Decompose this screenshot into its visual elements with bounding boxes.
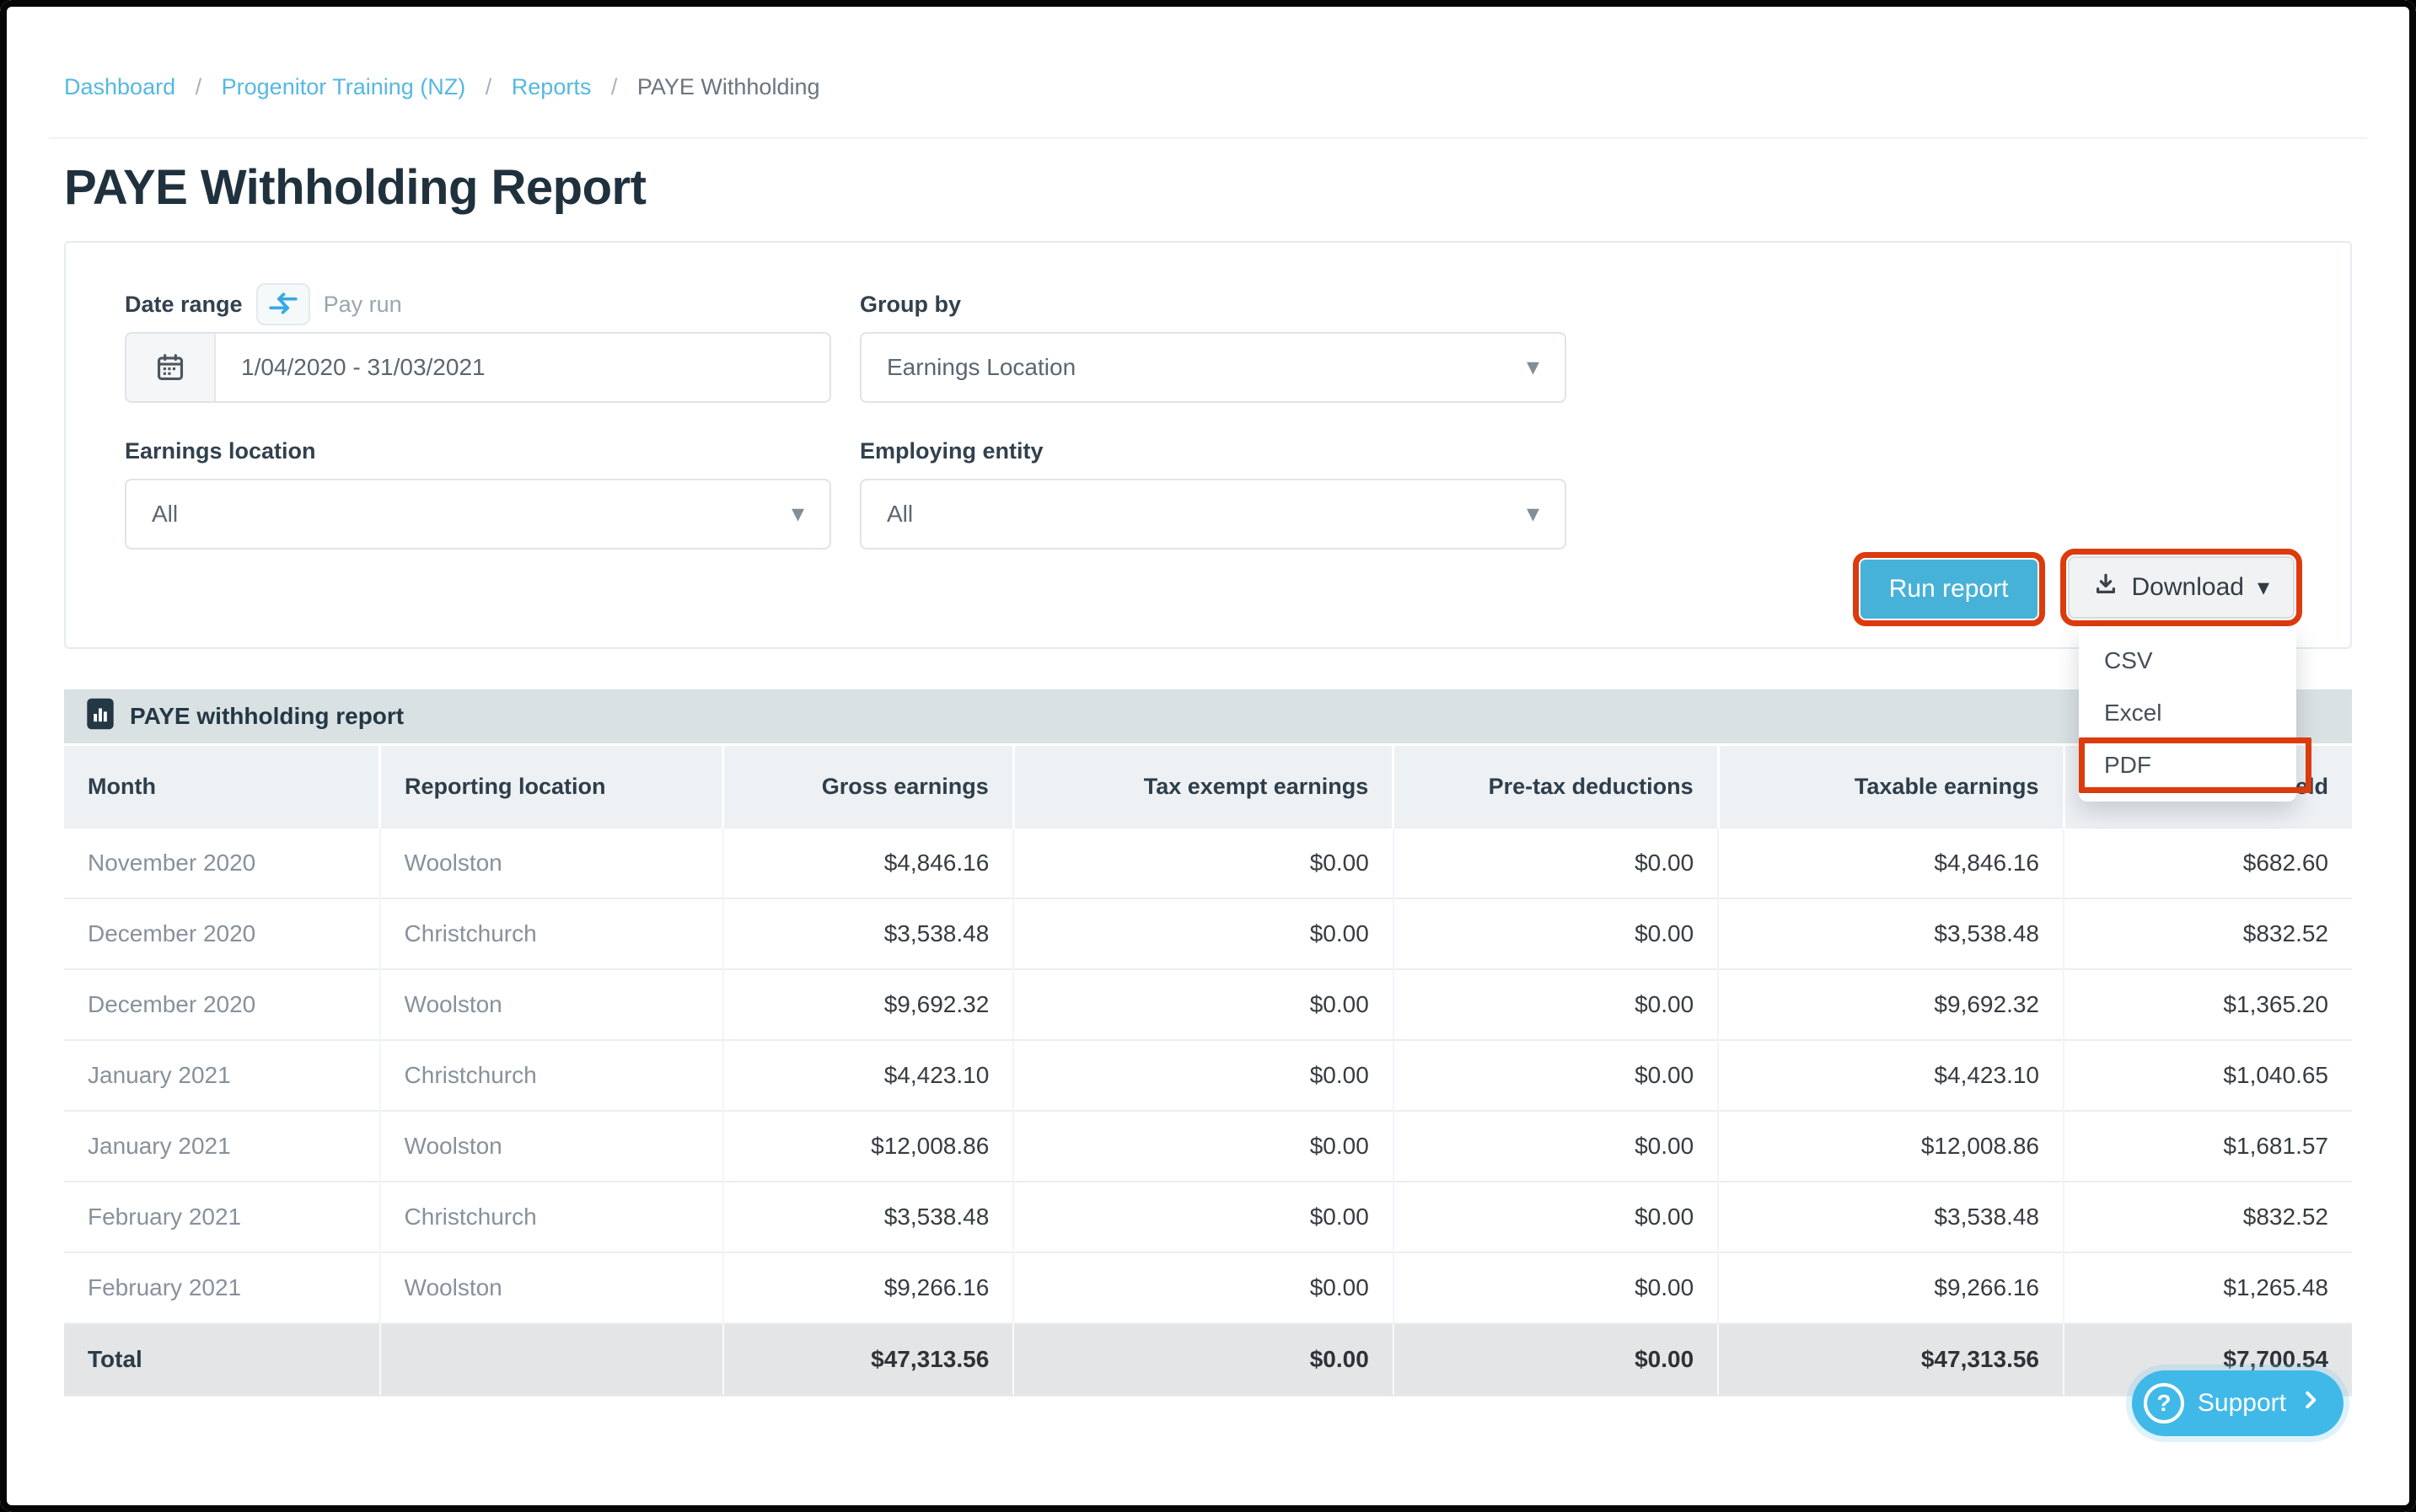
- column-header-month: Month: [64, 746, 380, 828]
- column-header-taxable-earnings: Taxable earnings: [1716, 746, 2064, 828]
- pay-run-label: Pay run: [323, 291, 402, 317]
- table-header-row: Month Reporting location Gross earnings …: [64, 746, 2352, 828]
- table-row: January 2021 Christchurch $4,423.10 $0.0…: [64, 1039, 2352, 1111]
- date-range-input[interactable]: 1/04/2020 - 31/03/2021: [125, 332, 831, 403]
- earnings-location-label: Earnings location: [125, 437, 316, 464]
- breadcrumb-separator: /: [610, 74, 618, 99]
- earnings-location-select[interactable]: All ▾: [125, 479, 831, 550]
- header-divider: [49, 137, 2367, 139]
- calendar-icon: [126, 334, 216, 401]
- chevron-down-icon: ▾: [2257, 574, 2269, 600]
- download-menu: CSV Excel PDF: [2079, 630, 2311, 802]
- group-by-field: Group by Earnings Location ▾: [860, 283, 1566, 403]
- breadcrumb-current: PAYE Withholding: [636, 74, 820, 99]
- table-row: February 2021 Woolston $9,266.16 $0.00 $…: [64, 1252, 2352, 1323]
- column-header-pre-tax-deductions: Pre-tax deductions: [1392, 746, 1719, 828]
- report-titlebar: PAYE withholding report: [64, 689, 2352, 746]
- help-icon: ?: [2143, 1383, 2184, 1424]
- table-row: November 2020 Woolston $4,846.16 $0.00 $…: [64, 827, 2352, 898]
- table-row: February 2021 Christchurch $3,538.48 $0.…: [64, 1181, 2352, 1252]
- column-header-reporting-location: Reporting location: [379, 746, 723, 828]
- table-total-row: Total $47,313.56 $0.00 $0.00 $47,313.56 …: [64, 1322, 2352, 1397]
- date-range-label: Date range: [125, 291, 243, 317]
- group-by-select[interactable]: Earnings Location ▾: [860, 332, 1566, 403]
- chevron-down-icon: ▾: [1526, 353, 1539, 381]
- date-range-field: Date range Pay run: [125, 283, 831, 403]
- column-header-tax-exempt-earnings: Tax exempt earnings: [1012, 746, 1393, 828]
- employing-entity-label: Employing entity: [860, 437, 1044, 464]
- download-button-label: Download: [2131, 573, 2244, 601]
- employing-entity-field: Employing entity All ▾: [860, 430, 1566, 550]
- download-icon: [2093, 571, 2118, 603]
- filter-panel: Date range Pay run: [64, 241, 2352, 802]
- swap-arrows-icon: [268, 292, 298, 318]
- date-mode-toggle-button[interactable]: [255, 283, 310, 325]
- breadcrumb-separator: /: [485, 74, 492, 99]
- table-row: January 2021 Woolston $12,008.86 $0.00 $…: [64, 1110, 2352, 1182]
- support-button[interactable]: ? Support: [2131, 1370, 2344, 1436]
- page-title: PAYE Withholding Report: [64, 160, 647, 215]
- report-icon: [86, 697, 115, 737]
- download-menu-item-csv[interactable]: CSV: [2104, 647, 2153, 673]
- support-button-label: Support: [2197, 1389, 2286, 1417]
- chevron-down-icon: ▾: [791, 500, 804, 528]
- group-by-label: Group by: [860, 291, 961, 317]
- column-header-gross-earnings: Gross earnings: [722, 746, 1014, 828]
- breadcrumb-reports[interactable]: Reports: [511, 74, 592, 99]
- breadcrumb-dashboard[interactable]: Dashboard: [64, 74, 176, 99]
- report-section: PAYE withholding report Month Reporting …: [64, 689, 2352, 1397]
- download-menu-item-excel[interactable]: Excel: [2104, 700, 2162, 726]
- chevron-right-icon: [2300, 1389, 2322, 1418]
- paye-withholding-table: Month Reporting location Gross earnings …: [64, 746, 2352, 1397]
- date-range-value: 1/04/2020 - 31/03/2021: [241, 354, 486, 380]
- employing-entity-select[interactable]: All ▾: [860, 479, 1566, 550]
- download-menu-item-pdf[interactable]: PDF: [2079, 737, 2311, 793]
- earnings-location-value: All: [152, 501, 179, 527]
- run-report-button[interactable]: Run report: [1852, 552, 2045, 626]
- download-button[interactable]: Download ▾: [2059, 549, 2303, 626]
- breadcrumb: Dashboard / Progenitor Training (NZ) / R…: [0, 0, 2416, 137]
- table-row: December 2020 Christchurch $3,538.48 $0.…: [64, 898, 2352, 969]
- breadcrumb-organisation[interactable]: Progenitor Training (NZ): [221, 74, 466, 99]
- earnings-location-field: Earnings location All ▾: [125, 430, 831, 550]
- employing-entity-value: All: [887, 501, 914, 527]
- chevron-down-icon: ▾: [1526, 500, 1539, 528]
- group-by-value: Earnings Location: [887, 354, 1076, 380]
- breadcrumb-separator: /: [195, 74, 202, 99]
- table-row: December 2020 Woolston $9,692.32 $0.00 $…: [64, 968, 2352, 1040]
- report-title: PAYE withholding report: [130, 703, 405, 729]
